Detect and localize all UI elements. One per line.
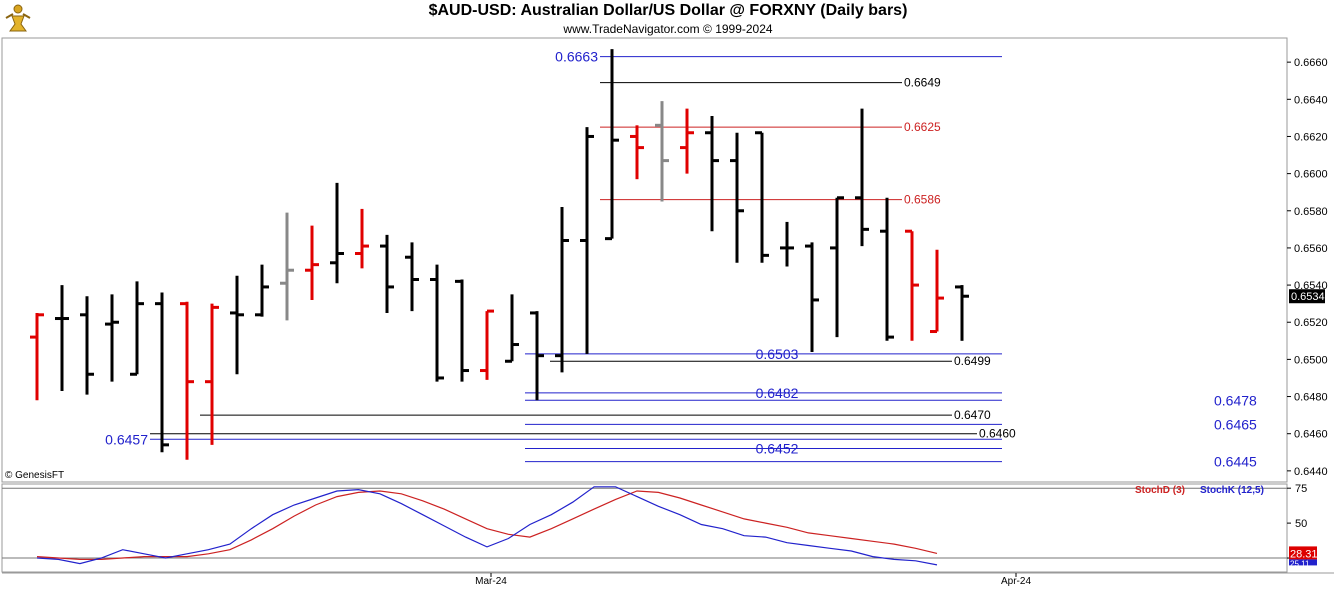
level-label: 0.6503 <box>756 346 799 362</box>
ohlc-bar <box>555 207 569 373</box>
osc-tick-label: 75 <box>1295 483 1307 495</box>
ohlc-bar <box>680 108 694 174</box>
ohlc-bar <box>780 221 794 267</box>
x-tick-label: Mar-24 <box>475 576 507 587</box>
ohlc-bar <box>280 212 294 321</box>
ohlc-bar <box>730 132 744 263</box>
stoch-k-tag <box>1289 559 1317 566</box>
ohlc-bar <box>655 101 669 202</box>
price-tick-label: 0.6640 <box>1294 94 1328 106</box>
ohlc-bar <box>55 285 69 391</box>
stoch-k-value: 25.11 <box>1290 559 1310 568</box>
ohlc-bar <box>530 311 544 401</box>
level-label: 0.6465 <box>1214 416 1257 432</box>
price-tick-label: 0.6460 <box>1294 429 1328 441</box>
ohlc-bar <box>255 264 269 317</box>
ohlc-bar <box>430 264 444 382</box>
gold-figure-logo-icon <box>2 2 34 34</box>
level-label: 0.6625 <box>904 120 941 134</box>
ohlc-bar <box>705 116 719 232</box>
level-label: 0.6470 <box>954 408 991 422</box>
ohlc-bar <box>830 196 844 338</box>
ohlc-bar <box>455 279 469 382</box>
ohlc-bar <box>105 294 119 382</box>
level-label: 0.6457 <box>105 431 148 447</box>
stoch-d-legend: StochD (3) <box>1135 485 1185 496</box>
level-label: 0.6663 <box>555 49 598 65</box>
ohlc-bar <box>855 108 869 247</box>
ohlc-bar <box>305 225 319 300</box>
ohlc-bar <box>405 242 419 312</box>
ohlc-bar <box>930 249 944 334</box>
ohlc-bar <box>805 242 819 352</box>
ohlc-bar <box>880 197 894 341</box>
price-tick-label: 0.6620 <box>1294 131 1328 143</box>
ohlc-bar <box>955 285 969 341</box>
price-tick-label: 0.6540 <box>1294 280 1328 292</box>
level-label: 0.6460 <box>979 427 1016 441</box>
ohlc-bar <box>580 127 594 354</box>
price-tick-label: 0.6560 <box>1294 243 1328 255</box>
copyright-label: © GenesisFT <box>5 470 64 481</box>
ohlc-bar <box>230 275 244 375</box>
price-tick-label: 0.6500 <box>1294 354 1328 366</box>
oscillator-panel-frame <box>1 483 1288 573</box>
ohlc-bar <box>605 49 619 241</box>
chart-header: $AUD-USD: Australian Dollar/US Dollar @ … <box>0 0 1336 38</box>
last-price-label: 0.6534 <box>1291 291 1325 303</box>
ohlc-bar <box>480 309 494 380</box>
ohlc-bar <box>180 301 194 460</box>
price-tick-label: 0.6440 <box>1294 466 1328 478</box>
level-label: 0.6478 <box>1214 392 1257 408</box>
chart-subtitle: www.TradeNavigator.com © 1999-2024 <box>563 22 773 36</box>
ohlc-bar <box>905 229 919 341</box>
level-label: 0.6499 <box>954 354 991 368</box>
price-tick-label: 0.6660 <box>1294 57 1328 69</box>
ohlc-bar <box>30 312 44 401</box>
ohlc-bar <box>155 292 169 453</box>
stoch-d-tag <box>1289 546 1317 560</box>
price-tick-label: 0.6520 <box>1294 317 1328 329</box>
ohlc-bar <box>330 182 344 284</box>
ohlc-bar <box>205 303 219 445</box>
level-label: 0.6649 <box>904 76 941 90</box>
level-label: 0.6445 <box>1214 454 1257 470</box>
ohlc-bar <box>380 234 394 313</box>
ohlc-bar <box>630 125 644 180</box>
osc-series-line <box>36 490 938 561</box>
chart-title: $AUD-USD: Australian Dollar/US Dollar @ … <box>428 2 908 19</box>
ohlc-bar <box>355 208 369 269</box>
price-tick-label: 0.6480 <box>1294 392 1328 404</box>
stoch-k-legend: StochK (12,5) <box>1200 485 1264 496</box>
x-tick-label: Apr-24 <box>1001 576 1031 587</box>
price-tick-label: 0.6600 <box>1294 169 1328 181</box>
last-price-tag <box>1289 289 1325 304</box>
ohlc-bar <box>80 296 94 395</box>
price-panel-frame <box>1 37 1288 483</box>
stoch-d-value: 28.31 <box>1290 548 1318 560</box>
level-label: 0.6482 <box>756 385 799 401</box>
osc-tick-label: 50 <box>1295 518 1307 530</box>
ohlc-bar <box>755 131 769 263</box>
ohlc-bar <box>505 294 519 363</box>
osc-series-line <box>36 486 938 566</box>
ohlc-bar <box>130 281 144 376</box>
price-tick-label: 0.6580 <box>1294 206 1328 218</box>
level-label: 0.6586 <box>904 193 941 207</box>
level-label: 0.6452 <box>756 441 799 457</box>
